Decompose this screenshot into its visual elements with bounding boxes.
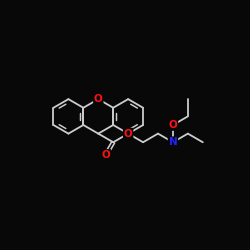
Text: N: N <box>168 137 177 147</box>
Text: O: O <box>124 128 132 138</box>
Text: O: O <box>94 94 103 104</box>
Text: O: O <box>168 120 177 130</box>
Text: O: O <box>102 150 110 160</box>
